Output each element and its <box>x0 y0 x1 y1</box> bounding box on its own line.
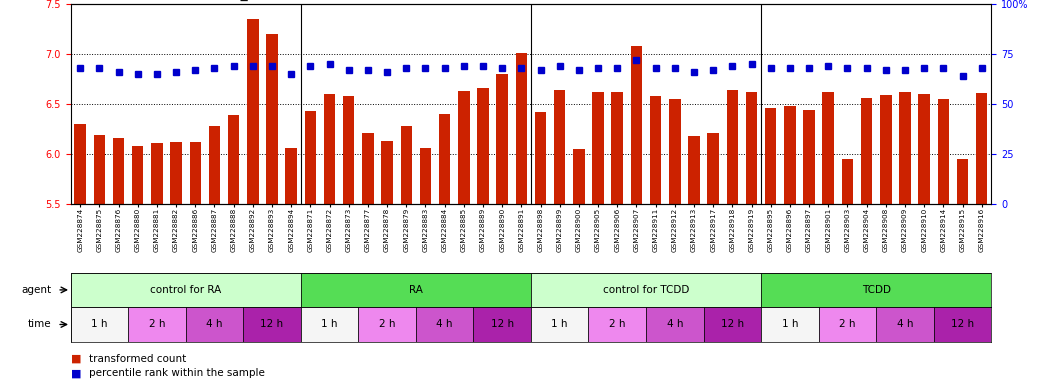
Bar <box>170 142 182 204</box>
Text: time: time <box>28 319 52 329</box>
Bar <box>589 307 646 342</box>
Bar <box>186 307 243 342</box>
Text: 12 h: 12 h <box>951 319 974 329</box>
Bar <box>358 307 416 342</box>
Text: 1 h: 1 h <box>551 319 568 329</box>
Bar <box>152 142 163 204</box>
Text: 1 h: 1 h <box>322 319 337 329</box>
Bar <box>71 273 301 307</box>
Bar <box>458 91 469 204</box>
Bar <box>243 307 301 342</box>
Text: GDS2965 / Dr.2076.1.A1_at: GDS2965 / Dr.2076.1.A1_at <box>71 0 262 2</box>
Bar <box>209 126 220 204</box>
Text: transformed count: transformed count <box>89 354 187 364</box>
Bar <box>957 159 968 204</box>
Bar <box>247 19 258 204</box>
Text: percentile rank within the sample: percentile rank within the sample <box>89 368 265 378</box>
Text: TCDD: TCDD <box>862 285 891 295</box>
Bar <box>761 273 991 307</box>
Bar <box>343 96 354 204</box>
Text: 12 h: 12 h <box>261 319 283 329</box>
Bar <box>439 114 450 204</box>
Bar <box>401 126 412 204</box>
Text: 4 h: 4 h <box>436 319 453 329</box>
Bar <box>919 94 930 204</box>
Bar <box>535 112 546 204</box>
Bar <box>75 124 86 204</box>
Bar <box>646 307 704 342</box>
Bar <box>880 95 892 204</box>
Text: 4 h: 4 h <box>207 319 223 329</box>
Bar <box>704 307 761 342</box>
Text: control for TCDD: control for TCDD <box>603 285 689 295</box>
Bar <box>784 106 796 204</box>
Bar <box>761 307 819 342</box>
Bar <box>822 92 834 204</box>
Bar <box>416 307 473 342</box>
Text: ■: ■ <box>71 368 81 378</box>
Text: 2 h: 2 h <box>148 319 165 329</box>
Bar <box>593 92 604 204</box>
Bar <box>132 146 143 204</box>
Bar <box>419 147 431 204</box>
Bar <box>899 92 910 204</box>
Bar <box>611 92 623 204</box>
Bar <box>190 142 201 204</box>
Bar <box>362 132 374 204</box>
Bar <box>688 136 700 204</box>
Bar <box>71 307 128 342</box>
Text: control for RA: control for RA <box>151 285 221 295</box>
Text: 1 h: 1 h <box>782 319 798 329</box>
Bar <box>496 74 508 204</box>
Bar <box>324 94 335 204</box>
Text: 2 h: 2 h <box>839 319 855 329</box>
Bar <box>381 141 392 204</box>
Text: agent: agent <box>21 285 52 295</box>
Text: RA: RA <box>409 285 422 295</box>
Bar <box>745 92 758 204</box>
Bar <box>113 137 125 204</box>
Bar <box>93 135 105 204</box>
Bar <box>285 147 297 204</box>
Bar <box>976 93 987 204</box>
Text: 1 h: 1 h <box>91 319 108 329</box>
Text: 12 h: 12 h <box>491 319 514 329</box>
Bar <box>765 108 776 204</box>
Bar <box>670 99 681 204</box>
Bar <box>530 273 761 307</box>
Bar <box>631 46 643 204</box>
Text: 12 h: 12 h <box>720 319 744 329</box>
Bar <box>803 110 815 204</box>
Bar <box>727 90 738 204</box>
Bar <box>516 53 527 204</box>
Text: ■: ■ <box>71 354 81 364</box>
Text: 2 h: 2 h <box>609 319 626 329</box>
Text: 4 h: 4 h <box>666 319 683 329</box>
Bar <box>228 115 240 204</box>
Bar <box>266 34 278 204</box>
Text: 4 h: 4 h <box>897 319 913 329</box>
Bar <box>128 307 186 342</box>
Bar <box>708 132 719 204</box>
Bar <box>301 307 358 342</box>
Bar <box>304 111 317 204</box>
Bar <box>301 273 530 307</box>
Bar <box>530 307 589 342</box>
Bar <box>473 307 530 342</box>
Bar <box>819 307 876 342</box>
Bar <box>650 96 661 204</box>
Bar <box>573 149 584 204</box>
Text: 2 h: 2 h <box>379 319 395 329</box>
Bar <box>554 90 566 204</box>
Bar <box>842 159 853 204</box>
Bar <box>876 307 934 342</box>
Bar <box>861 98 872 204</box>
Bar <box>934 307 991 342</box>
Bar <box>477 88 489 204</box>
Bar <box>937 99 949 204</box>
